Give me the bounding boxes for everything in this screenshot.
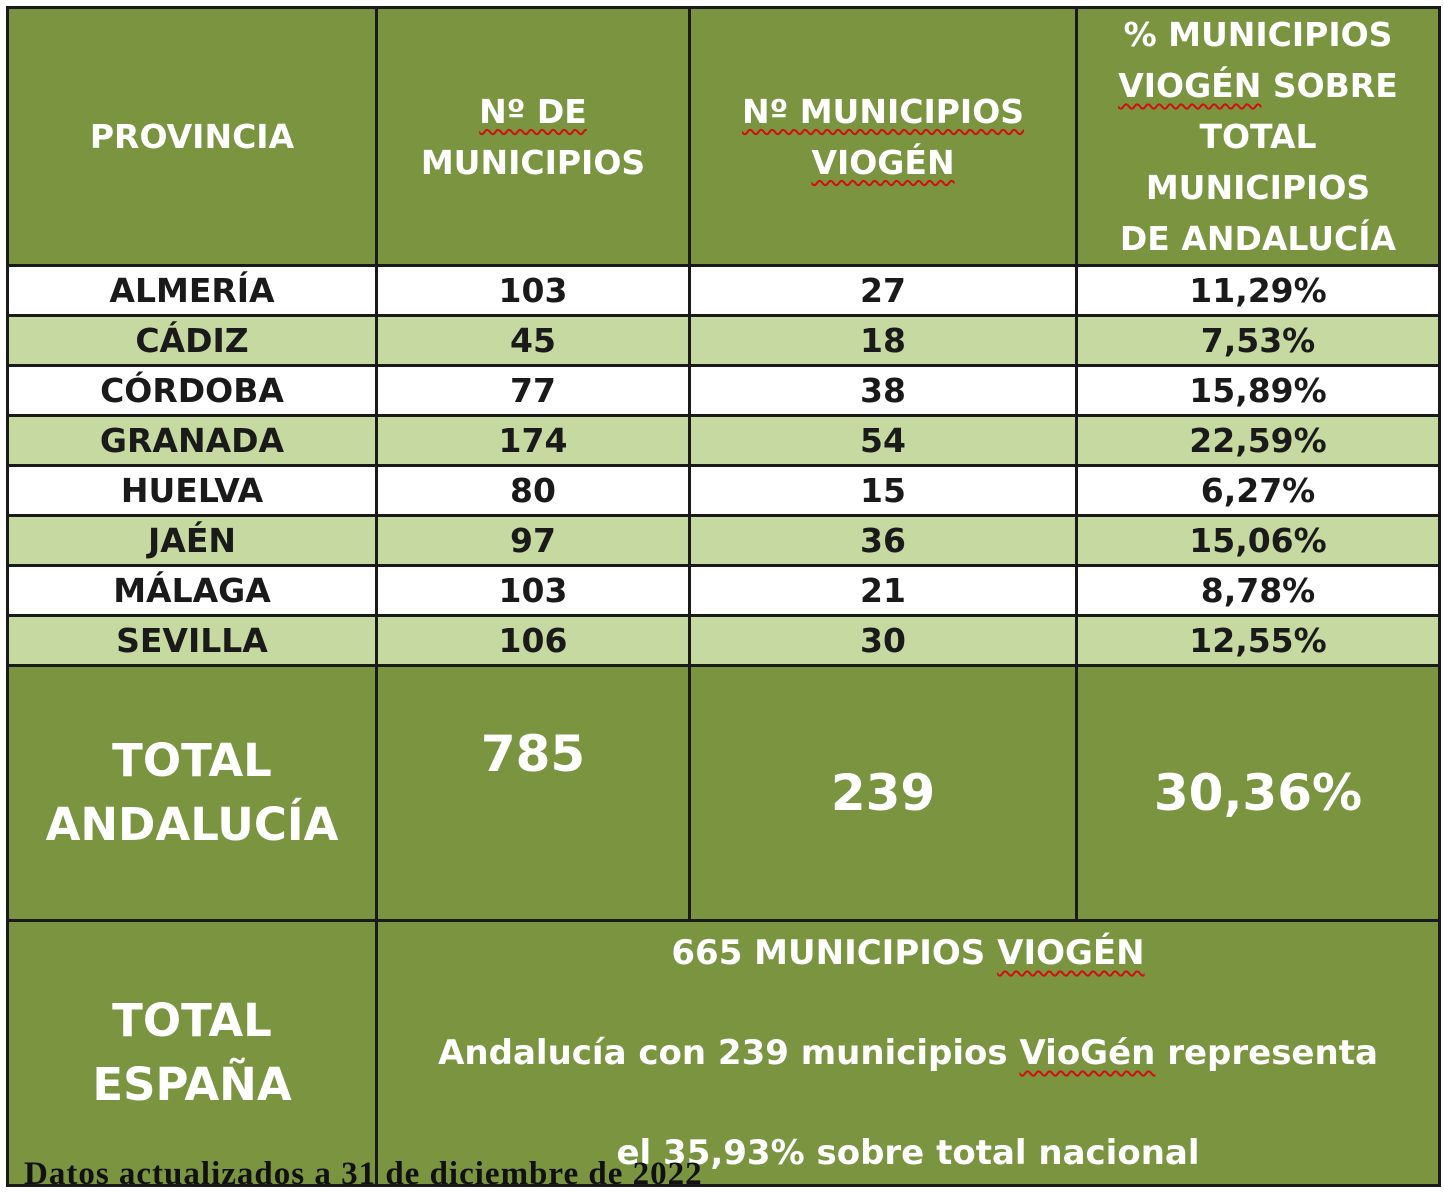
- cell-municipios: 80: [375, 464, 691, 517]
- table-row: GRANADA 174 54 22,59%: [6, 414, 1441, 467]
- viogen-table-container: PROVINCIA Nº DE MUNICIPIOS Nº MUNICIPIOS…: [6, 6, 1441, 1187]
- header-pct: % MUNICIPIOS VIOGÉN SOBRE TOTAL MUNICIPI…: [1075, 6, 1441, 267]
- table-row: JAÉN 97 36 15,06%: [6, 514, 1441, 567]
- spain-summary-line3: el 35,93% sobre total nacional: [616, 1133, 1200, 1173]
- cell-viogen: 15: [688, 464, 1078, 517]
- cell-viogen: 38: [688, 364, 1078, 417]
- header-pct-line2b: SOBRE: [1261, 66, 1398, 105]
- header-pct-line3: TOTAL: [1199, 117, 1317, 156]
- cell-provincia: HUELVA: [6, 464, 378, 517]
- cell-viogen: 36: [688, 514, 1078, 567]
- header-num-municipios-line1: Nº DE: [479, 91, 587, 131]
- total-andalucia-municipios: 785: [375, 664, 691, 922]
- cell-municipios: 97: [375, 514, 691, 567]
- cell-municipios: 77: [375, 364, 691, 417]
- cell-municipios: 174: [375, 414, 691, 467]
- cell-provincia: CÓRDOBA: [6, 364, 378, 417]
- cell-provincia: CÁDIZ: [6, 314, 378, 367]
- header-num-municipios-line2: MUNICIPIOS: [420, 142, 646, 182]
- header-num-viogen-line2: VIOGÉN: [811, 142, 955, 182]
- cell-pct: 22,59%: [1075, 414, 1441, 467]
- table-row: SEVILLA 106 30 12,55%: [6, 614, 1441, 667]
- cell-municipios: 106: [375, 614, 691, 667]
- header-pct-line5: DE ANDALUCÍA: [1119, 219, 1397, 258]
- cell-pct: 8,78%: [1075, 564, 1441, 617]
- cell-municipios: 103: [375, 264, 691, 317]
- cell-pct: 6,27%: [1075, 464, 1441, 517]
- cell-municipios: 45: [375, 314, 691, 367]
- total-espana-label: TOTAL ESPAÑA: [6, 919, 378, 1187]
- cell-pct: 15,06%: [1075, 514, 1441, 567]
- table-row: MÁLAGA 103 21 8,78%: [6, 564, 1441, 617]
- header-provincia: PROVINCIA: [6, 6, 378, 267]
- header-num-municipios: Nº DE MUNICIPIOS: [375, 6, 691, 267]
- header-num-viogen: Nº MUNICIPIOS VIOGÉN: [688, 6, 1078, 267]
- total-andalucia-pct: 30,36%: [1075, 664, 1441, 922]
- header-pct-line4: MUNICIPIOS: [1145, 168, 1371, 207]
- cell-provincia: GRANADA: [6, 414, 378, 467]
- table-row: CÓRDOBA 77 38 15,89%: [6, 364, 1441, 417]
- total-andalucia-label: TOTAL ANDALUCÍA: [6, 664, 378, 922]
- table-row: ALMERÍA 103 27 11,29%: [6, 264, 1441, 317]
- viogen-table: PROVINCIA Nº DE MUNICIPIOS Nº MUNICIPIOS…: [6, 6, 1441, 1187]
- total-espana-row: TOTAL ESPAÑA 665 MUNICIPIOS VIOGÉN Andal…: [6, 919, 1441, 1187]
- cell-municipios: 103: [375, 564, 691, 617]
- spain-summary-line2: Andalucía con 239 municipios VioGén repr…: [438, 1033, 1378, 1073]
- cell-viogen: 30: [688, 614, 1078, 667]
- cell-pct: 12,55%: [1075, 614, 1441, 667]
- cell-pct: 15,89%: [1075, 364, 1441, 417]
- spain-summary-line1: 665 MUNICIPIOS VIOGÉN: [671, 933, 1145, 973]
- total-espana-summary: 665 MUNICIPIOS VIOGÉN Andalucía con 239 …: [375, 919, 1441, 1187]
- header-num-viogen-line1: Nº MUNICIPIOS: [741, 91, 1025, 131]
- cell-viogen: 18: [688, 314, 1078, 367]
- total-andalucia-viogen: 239: [688, 664, 1078, 922]
- table-header-row: PROVINCIA Nº DE MUNICIPIOS Nº MUNICIPIOS…: [6, 6, 1441, 267]
- header-pct-line2a: VIOGÉN: [1118, 66, 1262, 105]
- table-row: CÁDIZ 45 18 7,53%: [6, 314, 1441, 367]
- total-andalucia-row: TOTAL ANDALUCÍA 785 239 30,36%: [6, 664, 1441, 922]
- footer-note: Datos actualizados a 31 de diciembre de …: [24, 1156, 703, 1192]
- cell-provincia: JAÉN: [6, 514, 378, 567]
- cell-provincia: ALMERÍA: [6, 264, 378, 317]
- header-pct-line1: % MUNICIPIOS: [1123, 15, 1393, 54]
- cell-viogen: 21: [688, 564, 1078, 617]
- cell-viogen: 54: [688, 414, 1078, 467]
- cell-viogen: 27: [688, 264, 1078, 317]
- cell-pct: 7,53%: [1075, 314, 1441, 367]
- table-row: HUELVA 80 15 6,27%: [6, 464, 1441, 517]
- cell-provincia: SEVILLA: [6, 614, 378, 667]
- cell-pct: 11,29%: [1075, 264, 1441, 317]
- cell-provincia: MÁLAGA: [6, 564, 378, 617]
